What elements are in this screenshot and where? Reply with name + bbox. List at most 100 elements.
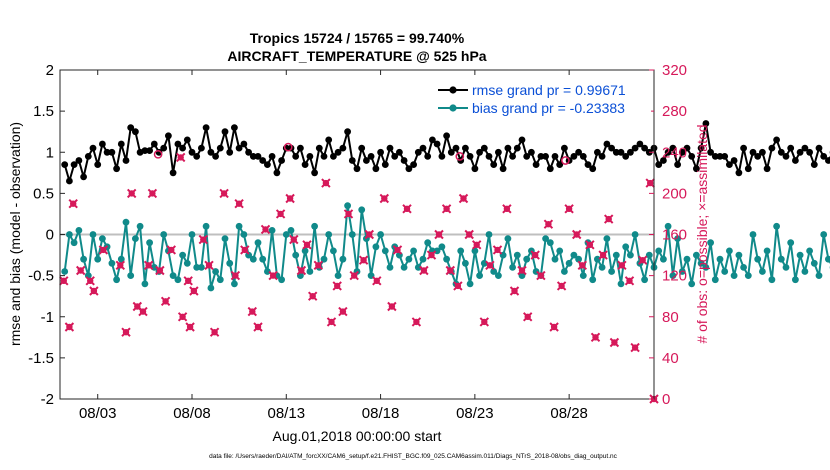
bias-point <box>513 251 521 259</box>
rmse-point <box>697 144 705 152</box>
rmse-point <box>763 165 771 173</box>
obs-assimilated-cross <box>59 276 69 286</box>
y-axis-label-right: # of obs: o=possible; ×=assimilated <box>694 124 710 343</box>
obs-assimilated-cross <box>358 255 369 265</box>
obs-assimilated-point <box>453 281 463 291</box>
rmse-point <box>301 161 309 169</box>
rmse-point <box>518 136 526 144</box>
bias-point <box>825 255 830 263</box>
bias-point <box>193 264 201 271</box>
obs-assimilated-point <box>275 209 286 219</box>
rmse-point <box>344 128 351 136</box>
rmse-point <box>575 148 582 156</box>
bias-point <box>66 231 73 238</box>
rmse-point <box>660 157 667 164</box>
obs-possible-point <box>455 152 465 161</box>
bias-point <box>603 235 611 243</box>
rmse-point <box>433 140 441 148</box>
obs-assimilated-point <box>479 317 490 327</box>
left-tick-label: 0.5 <box>33 185 54 202</box>
bias-point <box>122 218 130 226</box>
bias-point <box>796 251 804 259</box>
rmse-point <box>693 165 700 173</box>
rmse-point <box>622 153 630 160</box>
bias-point <box>344 202 351 210</box>
bias-point <box>726 247 733 255</box>
obs-assimilated-point <box>204 260 214 271</box>
rmse-point <box>806 148 813 156</box>
obs-assimilated-point <box>426 250 437 260</box>
bias-point <box>249 255 257 263</box>
rmse-point <box>226 148 234 156</box>
rmse-point <box>179 144 187 152</box>
obs-assimilated-cross <box>379 193 390 204</box>
bias-point <box>400 264 408 271</box>
obs-assimilated-point <box>522 312 533 322</box>
right-tick-label: 0 <box>662 391 670 408</box>
obs-assimilated-point <box>332 281 342 291</box>
obs-assimilated-point <box>189 286 199 296</box>
obs-assimilated-cross <box>577 260 588 271</box>
bias-point <box>490 268 498 275</box>
rmse-point <box>264 161 271 169</box>
rmse-point <box>499 165 507 173</box>
right-tick-label: 120 <box>662 268 687 285</box>
rmse-point <box>528 148 535 156</box>
rmse-point <box>80 173 87 181</box>
bias-point <box>405 255 413 263</box>
rmse-point <box>612 148 620 156</box>
bias-point <box>424 239 432 247</box>
obs-assimilated-point <box>517 265 527 276</box>
rmse-point <box>584 161 592 169</box>
rmse-point <box>165 132 172 140</box>
rmse-point <box>75 157 83 164</box>
obs-assimilated-cross <box>479 317 490 327</box>
right-tick-label: 240 <box>662 144 687 161</box>
obs-assimilated-cross <box>338 306 348 317</box>
obs-assimilated-point <box>302 240 312 250</box>
obs-assimilated-point <box>624 276 635 286</box>
rmse-point <box>419 144 427 152</box>
obs-assimilated-cross <box>517 265 527 276</box>
bias-point <box>141 280 149 288</box>
rmse-point <box>245 148 253 156</box>
obs-assimilated-point <box>260 224 271 235</box>
rmse-point <box>594 148 601 156</box>
obs-assimilated-cross <box>189 286 199 296</box>
obs-assimilated-point <box>166 245 177 255</box>
rmse-point <box>183 136 191 144</box>
obs-assimilated-cross <box>571 229 582 240</box>
obs-assimilated-point <box>485 260 495 271</box>
obs-assimilated-point <box>471 240 482 250</box>
obs-assimilated-cross <box>402 204 412 214</box>
obs-assimilated-cross <box>147 188 158 199</box>
bias-point <box>146 239 154 247</box>
obs-assimilated-point <box>307 291 318 301</box>
rmse-point <box>117 140 125 148</box>
bias-point <box>443 255 450 263</box>
left-tick-label: -1 <box>41 309 54 326</box>
rmse-point <box>551 153 559 160</box>
rmse-point <box>523 153 531 160</box>
rmse-point <box>127 124 135 131</box>
obs-assimilated-point <box>198 234 209 245</box>
obs-assimilated-cross <box>230 270 241 281</box>
rmse-point <box>66 177 73 185</box>
rmse-point <box>820 153 828 160</box>
obs-assimilated-cross <box>419 265 429 276</box>
rmse-point <box>221 128 229 136</box>
obs-assimilated-cross <box>209 327 220 337</box>
obs-assimilated-point <box>387 301 397 312</box>
obs-assimilated-point <box>530 250 540 260</box>
obs-possible-point <box>153 149 163 159</box>
bias-point <box>358 206 366 214</box>
rmse-point <box>471 165 479 173</box>
bias-point <box>183 259 191 267</box>
rmse-point <box>169 169 177 177</box>
rmse-point <box>334 148 342 156</box>
right-tick-label: 40 <box>662 350 679 367</box>
rmse-point <box>735 169 743 177</box>
bias-point <box>660 255 667 263</box>
x-tick-label: 08/13 <box>268 405 306 422</box>
obs-assimilated-point <box>445 265 456 276</box>
